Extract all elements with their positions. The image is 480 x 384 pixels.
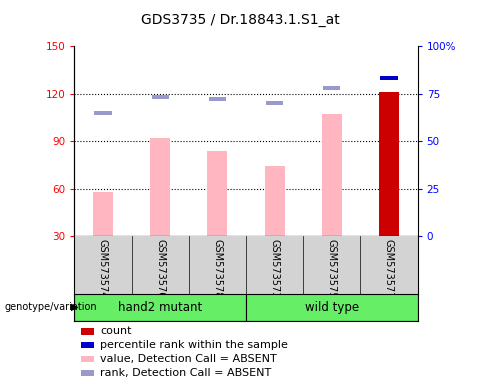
Bar <box>207 151 228 236</box>
Bar <box>322 114 342 236</box>
Bar <box>93 192 113 236</box>
Text: GSM573576: GSM573576 <box>155 239 165 298</box>
Text: count: count <box>100 326 132 336</box>
Text: GSM573575: GSM573575 <box>327 239 337 298</box>
Bar <box>95 111 111 114</box>
Bar <box>264 167 285 236</box>
Bar <box>209 97 226 101</box>
Bar <box>266 101 283 105</box>
Text: hand2 mutant: hand2 mutant <box>118 301 203 314</box>
Bar <box>324 86 340 90</box>
Text: genotype/variation: genotype/variation <box>5 302 97 312</box>
Text: ▶: ▶ <box>71 302 79 312</box>
Text: GSM573574: GSM573574 <box>98 239 108 298</box>
Bar <box>381 76 397 80</box>
Text: GSM573578: GSM573578 <box>212 239 222 298</box>
Bar <box>81 342 94 349</box>
Bar <box>81 356 94 362</box>
Text: GDS3735 / Dr.18843.1.S1_at: GDS3735 / Dr.18843.1.S1_at <box>141 13 339 27</box>
Bar <box>150 138 170 236</box>
Text: value, Detection Call = ABSENT: value, Detection Call = ABSENT <box>100 354 277 364</box>
Bar <box>152 95 168 99</box>
Bar <box>81 370 94 376</box>
Text: rank, Detection Call = ABSENT: rank, Detection Call = ABSENT <box>100 368 271 378</box>
Text: wild type: wild type <box>305 301 359 314</box>
Bar <box>246 294 418 321</box>
Text: GSM573577: GSM573577 <box>384 239 394 298</box>
Bar <box>81 328 94 334</box>
Bar <box>379 92 399 236</box>
Text: GSM573573: GSM573573 <box>270 239 279 298</box>
Bar <box>74 294 246 321</box>
Text: percentile rank within the sample: percentile rank within the sample <box>100 340 288 350</box>
